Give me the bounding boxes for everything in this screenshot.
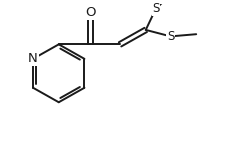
- Text: S: S: [167, 30, 174, 43]
- Text: O: O: [85, 6, 96, 19]
- Text: N: N: [28, 52, 38, 65]
- Text: S: S: [152, 2, 160, 15]
